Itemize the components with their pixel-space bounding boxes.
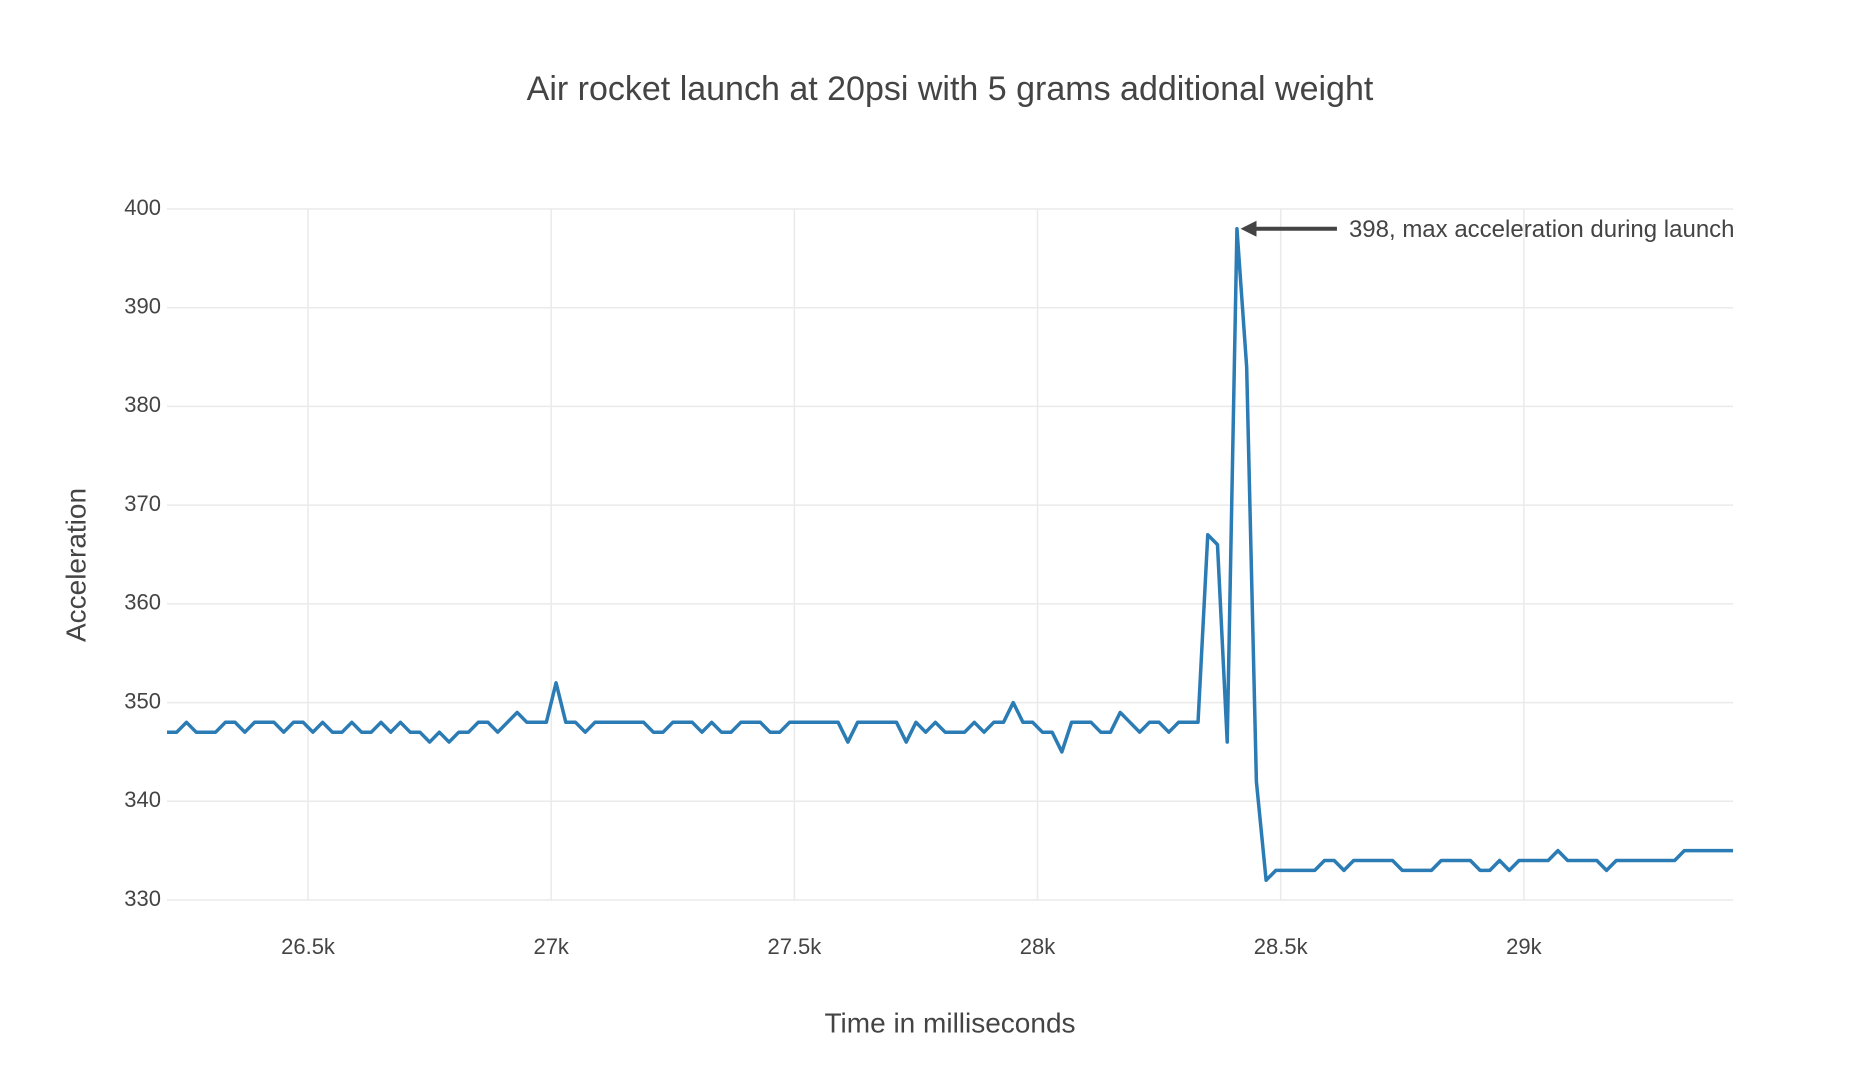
x-tick-label: 27.5k bbox=[767, 934, 822, 959]
y-tick-label: 400 bbox=[124, 195, 161, 220]
chart-title: Air rocket launch at 20psi with 5 grams … bbox=[527, 70, 1374, 108]
y-tick-label: 350 bbox=[124, 688, 161, 713]
y-tick-label: 380 bbox=[124, 392, 161, 417]
x-tick-label: 27k bbox=[533, 934, 569, 959]
y-tick-label: 330 bbox=[124, 886, 161, 911]
data-line bbox=[167, 226, 1733, 883]
x-axis-title: Time in milliseconds bbox=[824, 1007, 1075, 1038]
y-tick-label: 360 bbox=[124, 590, 161, 615]
x-tick-label: 26.5k bbox=[281, 934, 336, 959]
x-tick-label: 28k bbox=[1020, 934, 1056, 959]
x-tick-label: 29k bbox=[1506, 934, 1542, 959]
y-tick-label: 370 bbox=[124, 491, 161, 516]
y-tick-label: 340 bbox=[124, 787, 161, 812]
y-axis-title: Acceleration bbox=[60, 488, 91, 642]
x-tick-label: 28.5k bbox=[1254, 934, 1309, 959]
y-tick-label: 390 bbox=[124, 294, 161, 319]
annotation-text: 398, max acceleration during launch bbox=[1349, 216, 1735, 243]
